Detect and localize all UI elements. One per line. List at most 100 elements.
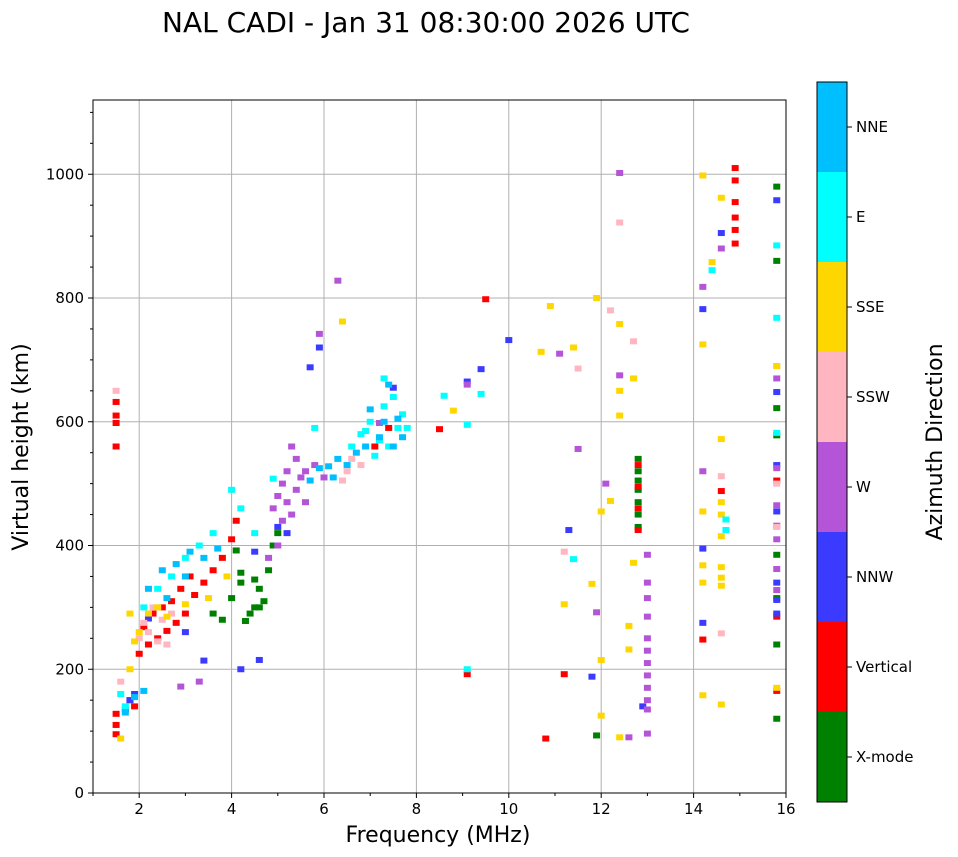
data-point-sse [131, 638, 139, 645]
colorbar-segment [817, 352, 847, 442]
data-point-sse [135, 629, 143, 636]
data-point-sse [181, 601, 189, 608]
data-point-vertical [200, 579, 208, 586]
data-point-nne [200, 554, 208, 561]
colorbar-tick-label: Vertical [856, 658, 912, 676]
plot-frame [92, 99, 787, 794]
data-point-sse [163, 613, 171, 620]
colorbar-segment [817, 532, 847, 622]
data-point-w [773, 465, 781, 472]
data-point-w [643, 551, 651, 558]
data-point-e [209, 530, 217, 537]
data-point-x-mode [260, 598, 268, 605]
data-point-sse [560, 601, 568, 608]
data-point-nne [315, 465, 323, 472]
data-point-x-mode [255, 604, 263, 611]
data-point-nnw [251, 548, 259, 555]
data-point-sse [126, 666, 134, 673]
data-point-ssw [112, 387, 120, 394]
data-point-nne [366, 406, 374, 413]
data-point-ssw [154, 638, 162, 645]
data-point-x-mode [209, 610, 217, 617]
chart-title: NAL CADI - Jan 31 08:30:00 2026 UTC [162, 6, 690, 39]
data-point-nne [334, 455, 342, 462]
data-point-nnw [773, 462, 781, 469]
data-point-x-mode [228, 595, 236, 602]
x-tick-label: 12 [592, 800, 611, 818]
colorbar-tick-label: NNE [856, 118, 888, 136]
data-point-e [357, 431, 365, 438]
data-point-e [154, 585, 162, 592]
data-point-ssw [773, 480, 781, 487]
colorbar-tick-label: X-mode [856, 748, 913, 766]
data-point-x-mode [232, 547, 240, 554]
data-marks [112, 165, 781, 742]
data-point-nnw [144, 615, 152, 622]
data-point-vertical [731, 177, 739, 184]
data-point-ssw [574, 365, 582, 372]
data-point-x-mode [251, 576, 259, 583]
data-point-e [385, 443, 393, 450]
data-point-vertical [463, 671, 471, 678]
data-point-nnw [773, 610, 781, 617]
data-point-w [643, 613, 651, 620]
data-point-e [121, 703, 129, 710]
data-point-sse [630, 559, 638, 566]
data-point-sse [630, 375, 638, 382]
data-point-sse [616, 734, 624, 741]
data-point-w [574, 445, 582, 452]
colorbar-segment [817, 82, 847, 172]
data-point-sse [717, 564, 725, 571]
data-point-vertical [717, 488, 725, 495]
colorbar-segment [817, 712, 847, 802]
data-point-nnw [255, 656, 263, 663]
data-point-ssw [616, 219, 624, 226]
data-point-sse [708, 259, 716, 266]
data-point-vertical [209, 567, 217, 574]
y-tick-label: 200 [55, 660, 84, 678]
data-point-nnw [126, 697, 134, 704]
data-point-w [643, 684, 651, 691]
data-point-w [302, 468, 310, 475]
data-point-vertical [172, 619, 180, 626]
data-point-vertical [112, 721, 120, 728]
data-point-w [302, 499, 310, 506]
colorbar-tick-label: SSE [856, 298, 885, 316]
data-point-vertical [158, 604, 166, 611]
data-point-w [625, 734, 633, 741]
plot-area [93, 100, 786, 793]
y-axis-ticks: 0 200 400 600 800 1000 [46, 111, 93, 802]
data-point-w [773, 502, 781, 509]
data-point-ssw [117, 678, 125, 685]
data-point-ssw [168, 610, 176, 617]
data-point-w [643, 660, 651, 667]
data-point-vertical [542, 735, 550, 742]
data-point-vertical [228, 536, 236, 543]
data-point-sse [597, 508, 605, 515]
data-point-vertical [731, 226, 739, 233]
data-point-w [602, 480, 610, 487]
data-point-sse [699, 172, 707, 179]
data-point-e [399, 411, 407, 418]
data-point-nne [172, 561, 180, 568]
data-point-w [773, 536, 781, 543]
data-point-nnw [773, 389, 781, 396]
data-point-nnw [237, 666, 245, 673]
data-point-x-mode [634, 511, 642, 518]
data-point-w [643, 635, 651, 642]
data-point-nne [181, 573, 189, 580]
data-point-ssw [135, 635, 143, 642]
data-point-e [394, 424, 402, 431]
data-point-sse [717, 436, 725, 443]
data-point-w [773, 587, 781, 594]
data-point-ssw [717, 630, 725, 637]
data-point-sse [717, 574, 725, 581]
data-point-ssw [144, 629, 152, 636]
colorbar-label: Azimuth Direction [923, 343, 948, 540]
data-point-nne [121, 709, 129, 716]
data-point-sse [625, 622, 633, 629]
data-point-vertical [731, 199, 739, 206]
data-point-e [477, 390, 485, 397]
data-point-vertical [149, 610, 157, 617]
data-point-sse [699, 341, 707, 348]
